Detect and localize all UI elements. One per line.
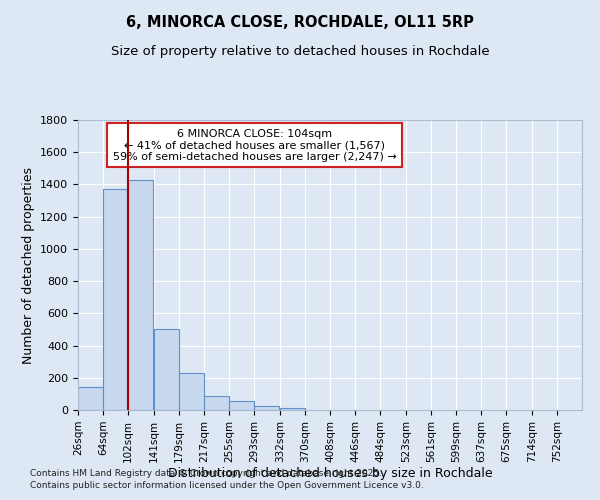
Bar [128,180,153,410]
Text: Contains HM Land Registry data © Crown copyright and database right 2025.
Contai: Contains HM Land Registry data © Crown c… [30,468,424,490]
Bar [78,388,103,410]
Bar [154,330,179,410]
Bar [280,408,305,410]
Bar [254,406,279,410]
Bar [179,373,204,410]
Text: Size of property relative to detached houses in Rochdale: Size of property relative to detached ho… [110,45,490,58]
X-axis label: Distribution of detached houses by size in Rochdale: Distribution of detached houses by size … [167,468,493,480]
Y-axis label: Number of detached properties: Number of detached properties [22,166,35,364]
Bar [204,396,229,410]
Bar [229,401,254,410]
Text: 6 MINORCA CLOSE: 104sqm
← 41% of detached houses are smaller (1,567)
59% of semi: 6 MINORCA CLOSE: 104sqm ← 41% of detache… [113,128,396,162]
Text: 6, MINORCA CLOSE, ROCHDALE, OL11 5RP: 6, MINORCA CLOSE, ROCHDALE, OL11 5RP [126,15,474,30]
Bar [103,190,128,410]
